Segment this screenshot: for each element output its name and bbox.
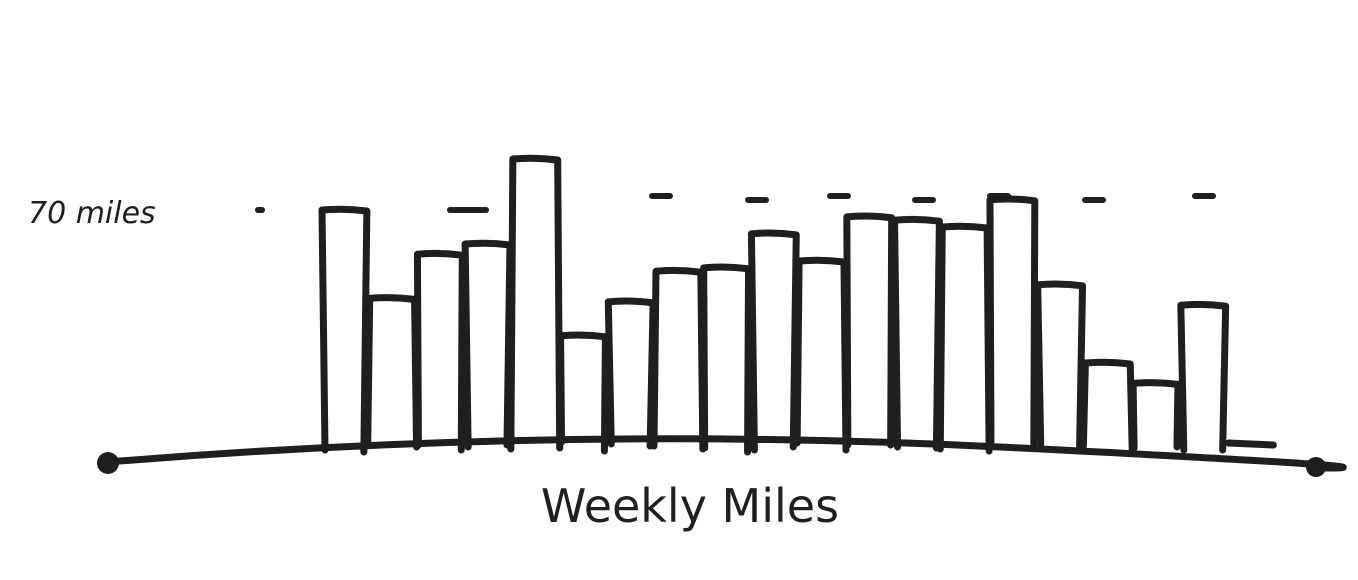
bar [557,331,609,455]
bar [318,205,371,456]
bar [843,212,896,449]
bar [747,229,800,454]
bar [1079,358,1136,456]
bar [1034,280,1087,453]
bar [936,222,993,455]
bar [1225,439,1277,449]
reference-line-label: 70 miles [28,196,156,231]
reference-line [255,193,1216,213]
bar [413,249,466,454]
x-axis-end-dot [1306,457,1326,477]
bar [986,195,1039,450]
bar [364,294,421,451]
x-axis-start-dot [97,452,119,474]
bar [891,215,943,452]
bar [793,256,850,454]
x-axis-label: Weekly Miles [541,479,839,533]
bar [507,154,564,453]
bar [650,266,707,453]
bar [1129,379,1182,452]
bar [461,239,514,451]
bar [1177,300,1230,454]
bar [604,297,657,450]
x-axis-line [104,435,1347,472]
bars-layer [318,154,1277,456]
bar [700,263,753,456]
